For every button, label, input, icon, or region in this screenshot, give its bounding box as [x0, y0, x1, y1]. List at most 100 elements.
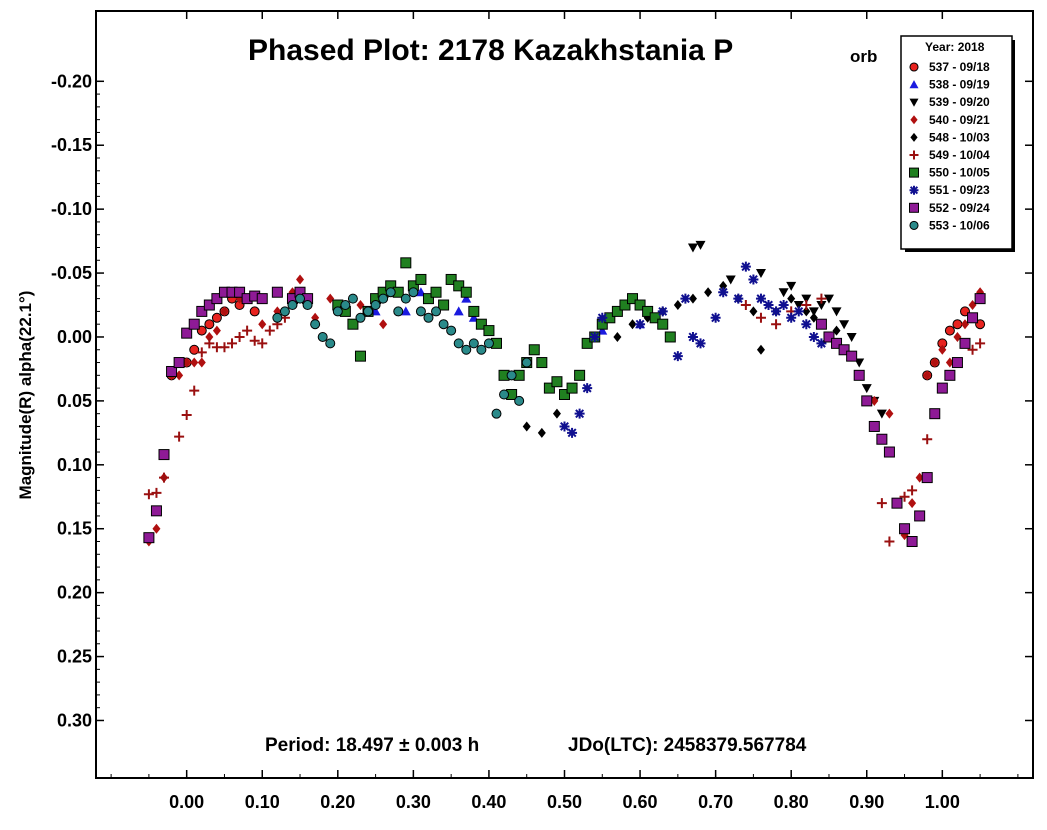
legend-title: Year: 2018: [925, 40, 985, 54]
legend-entry-label: 537 - 09/18: [929, 60, 990, 74]
data-point: [173, 357, 185, 369]
data-point: [755, 312, 766, 323]
data-point-shape: [838, 344, 850, 356]
data-point: [317, 331, 328, 342]
legend-box: [900, 35, 1013, 250]
data-point-shape: [778, 288, 789, 298]
data-point: [219, 342, 230, 353]
data-point-shape: [537, 427, 546, 438]
data-point-shape: [672, 351, 683, 362]
data-point: [506, 370, 517, 381]
legend-marker-shape: [909, 62, 919, 72]
data-point: [151, 487, 162, 498]
data-point-shape: [393, 306, 404, 317]
data-point: [967, 344, 978, 355]
data-point: [430, 286, 442, 298]
data-point-shape: [725, 275, 736, 285]
y-tick-label: -0.10: [51, 199, 92, 219]
data-point: [332, 306, 343, 317]
data-point-shape: [566, 382, 578, 394]
data-point: [400, 306, 411, 316]
data-point-shape: [212, 325, 221, 336]
data-point: [710, 312, 721, 323]
data-point: [756, 344, 765, 355]
x-tick-label: 0.70: [698, 792, 733, 812]
data-point-shape: [188, 318, 200, 330]
data-point: [771, 319, 782, 330]
data-point-shape: [204, 319, 215, 330]
data-point-shape: [839, 320, 850, 330]
data-point-shape: [196, 347, 207, 358]
data-point-shape: [938, 344, 947, 355]
data-point-shape: [755, 293, 766, 304]
data-point: [627, 293, 639, 305]
data-point-shape: [227, 338, 238, 349]
data-point-shape: [181, 327, 193, 339]
data-point: [868, 420, 880, 432]
data-point-shape: [514, 395, 525, 406]
legend-entry-label: 551 - 09/23: [929, 183, 990, 197]
data-point-shape: [899, 523, 911, 535]
data-point: [445, 273, 457, 285]
data-point-shape: [921, 472, 933, 484]
data-point: [536, 357, 548, 369]
data-point: [211, 293, 223, 305]
legend-marker: [910, 132, 918, 142]
data-point: [152, 523, 161, 534]
data-point-shape: [899, 491, 910, 502]
data-point-shape: [296, 274, 305, 285]
data-point-shape: [740, 300, 751, 311]
data-point: [787, 293, 796, 304]
data-point-shape: [219, 342, 230, 353]
data-point: [816, 293, 827, 304]
y-tick-label: -0.15: [51, 135, 92, 155]
data-point-shape: [234, 331, 245, 342]
data-point: [566, 382, 578, 394]
legend-marker-shape: [909, 167, 919, 178]
data-point: [551, 376, 563, 388]
data-point: [680, 293, 691, 304]
legend-marker-shape: [909, 80, 919, 89]
data-point: [687, 331, 698, 342]
data-point: [446, 325, 457, 336]
data-point: [915, 472, 924, 483]
data-point: [234, 331, 245, 342]
data-point: [733, 293, 744, 304]
data-point: [657, 318, 669, 330]
data-point: [582, 383, 593, 394]
series-552: [143, 286, 986, 548]
data-point: [831, 337, 843, 349]
data-point-shape: [885, 408, 894, 419]
data-point: [205, 331, 214, 342]
data-point-shape: [181, 409, 192, 420]
data-point-shape: [816, 301, 827, 311]
data-point-shape: [915, 472, 924, 483]
data-point-shape: [635, 319, 646, 330]
data-point-shape: [347, 293, 358, 304]
data-point-shape: [461, 293, 472, 303]
data-point-shape: [363, 306, 374, 317]
data-point-shape: [249, 306, 260, 317]
data-point-shape: [257, 338, 268, 349]
data-point-shape: [453, 306, 464, 316]
y-axis-ticks: -0.20 -0.15 -0.10 -0.05 0.00 0.05 0.10 0.15 0.20…: [51, 71, 1033, 730]
data-point: [923, 370, 932, 381]
data-point: [831, 307, 842, 317]
data-points: [143, 240, 986, 548]
data-point: [740, 261, 751, 272]
data-point-shape: [846, 332, 857, 342]
data-point-shape: [763, 300, 774, 311]
data-point-shape: [173, 357, 185, 369]
data-point: [815, 318, 827, 330]
data-point: [975, 338, 986, 349]
data-point: [936, 382, 948, 394]
data-point: [687, 243, 698, 253]
data-point: [930, 357, 939, 368]
legend-entry-label: 539 - 09/20: [929, 95, 990, 109]
data-point-shape: [861, 384, 872, 394]
data-point-shape: [400, 306, 411, 316]
data-point-shape: [673, 300, 682, 311]
legend-marker-shape: [909, 202, 919, 213]
data-point: [870, 395, 879, 406]
data-point-shape: [258, 319, 267, 330]
